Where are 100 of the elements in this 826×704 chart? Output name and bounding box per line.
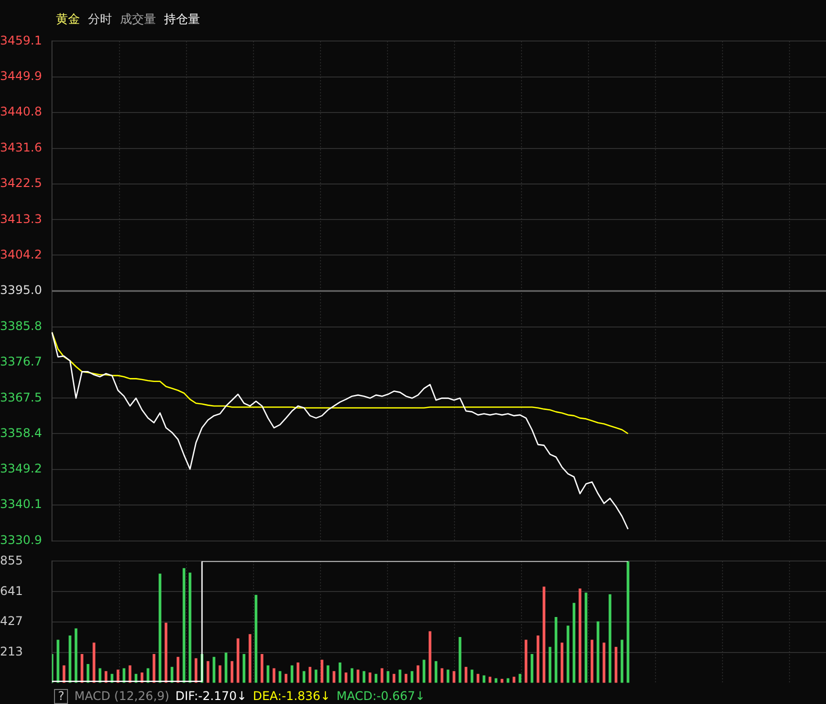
- bar: [422, 660, 426, 683]
- bar: [362, 671, 366, 683]
- bar: [158, 574, 162, 683]
- bar: [254, 594, 258, 683]
- y-tick-label: 3330.9: [0, 532, 42, 547]
- bar: [92, 642, 96, 683]
- bar: [626, 561, 630, 683]
- bar: [554, 617, 558, 683]
- bar: [56, 640, 60, 683]
- bar: [260, 654, 264, 683]
- bar: [320, 660, 324, 683]
- y-tick-label: 3349.2: [0, 462, 42, 476]
- bar: [128, 665, 132, 683]
- text: DIF:-2.170↓: [175, 689, 247, 703]
- y-tick-label: 3340.1: [0, 497, 42, 512]
- bar: [434, 661, 438, 683]
- text: 成交量: [120, 11, 156, 28]
- bar: [86, 664, 90, 683]
- bar: [440, 668, 444, 683]
- bar: [602, 642, 606, 683]
- bar: [524, 640, 528, 683]
- bar: [242, 654, 246, 683]
- bar: [608, 594, 612, 683]
- bar: [560, 642, 564, 683]
- bar: [326, 665, 330, 683]
- bar: [458, 636, 462, 683]
- bar: [542, 586, 546, 683]
- bar: [566, 626, 570, 683]
- y-tick-label: 3404.2: [0, 247, 42, 262]
- bar: [146, 668, 150, 683]
- y-tick-label: 3440.8: [0, 104, 42, 119]
- text: ?: [54, 689, 68, 704]
- bar: [194, 658, 198, 683]
- bar: [428, 631, 432, 683]
- bar: [476, 674, 480, 683]
- bar: [584, 592, 588, 683]
- bar: [572, 602, 576, 683]
- y-tick-label: 3367.5: [0, 390, 42, 404]
- bar: [374, 674, 378, 683]
- bar: [74, 628, 78, 683]
- bar: [224, 652, 228, 683]
- bar: [230, 661, 234, 683]
- bar: [152, 654, 156, 683]
- bar: [350, 668, 354, 683]
- bar: [488, 676, 492, 683]
- bar: [518, 674, 522, 683]
- bar: [68, 636, 72, 683]
- bar: [332, 671, 336, 683]
- y-tick-label: 3395.0: [0, 283, 42, 298]
- bar: [248, 634, 252, 683]
- bar: [500, 678, 504, 683]
- bar: [464, 666, 468, 683]
- y-tick-label: 3376.7: [0, 354, 42, 368]
- bar: [206, 661, 210, 683]
- bar: [122, 668, 126, 683]
- text: DEA:-1.836↓: [252, 689, 330, 703]
- bar: [410, 671, 414, 683]
- bar: [578, 588, 582, 683]
- bar: [356, 670, 360, 683]
- bar: [404, 674, 408, 683]
- bar: [218, 665, 222, 683]
- bar: [494, 678, 498, 683]
- bar: [278, 671, 282, 683]
- bar: [266, 665, 270, 683]
- text: MACD:-0.667↓: [336, 689, 426, 703]
- bar: [506, 678, 510, 683]
- y-tick-label: 3422.5: [0, 176, 42, 190]
- y-tick-label: 3431.6: [0, 140, 42, 154]
- bar: [314, 670, 318, 683]
- bar: [302, 671, 306, 683]
- bar: [272, 668, 276, 683]
- bar: [392, 674, 396, 683]
- bar: [548, 646, 552, 683]
- text: 持仓量: [164, 11, 200, 28]
- bar: [344, 672, 348, 683]
- y-tick-label: 641: [0, 584, 23, 598]
- bar: [446, 670, 450, 683]
- bar: [596, 621, 600, 683]
- bar: [398, 670, 402, 683]
- bar: [590, 640, 594, 683]
- chart-title: 黄金: [56, 11, 80, 28]
- bar: [416, 665, 420, 683]
- text: 分时: [88, 11, 112, 28]
- bar: [308, 666, 312, 683]
- bar: [530, 654, 534, 683]
- bar: [452, 671, 456, 683]
- bar: [176, 656, 180, 683]
- y-tick-label: 427: [0, 614, 23, 628]
- bar: [182, 568, 186, 683]
- bar: [380, 668, 384, 683]
- bar: [470, 670, 474, 683]
- text: MACD (12,26,9): [74, 689, 170, 703]
- bar: [368, 672, 372, 683]
- bar: [338, 662, 342, 683]
- y-tick-label: 3358.4: [0, 426, 42, 440]
- y-tick-label: 855: [0, 553, 23, 568]
- bar: [512, 676, 516, 683]
- bar: [188, 572, 192, 683]
- bar: [296, 662, 300, 683]
- bar: [614, 646, 618, 683]
